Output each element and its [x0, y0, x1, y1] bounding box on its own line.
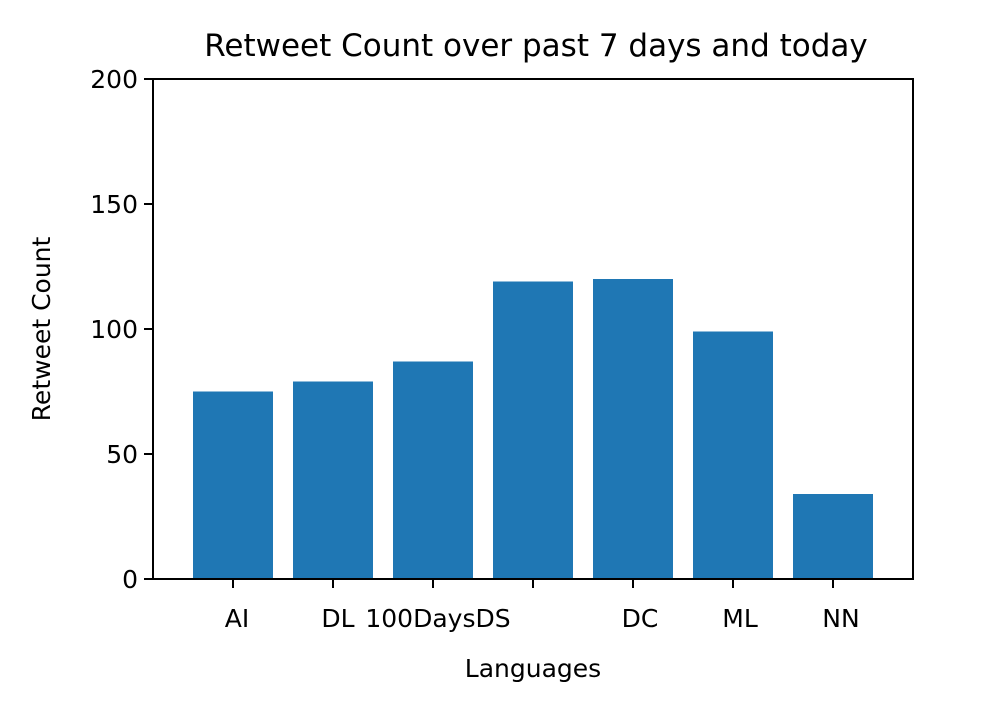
- x-tick-label-2: 100DaysDS: [365, 604, 510, 633]
- x-tick-label-1: DL: [321, 604, 354, 633]
- y-tick-label-1: 50: [106, 440, 138, 469]
- chart-title: Retweet Count over past 7 days and today: [204, 28, 868, 64]
- x-tick-label-4: ML: [722, 604, 758, 633]
- bar-2: [393, 361, 473, 579]
- y-ticks-group: 0 50 100 150 200: [90, 65, 153, 594]
- bars-group: [193, 279, 873, 579]
- bar-3: [493, 281, 573, 579]
- y-tick-label-4: 200: [90, 65, 138, 94]
- bar-6: [793, 494, 873, 579]
- x-axis-label: Languages: [465, 654, 601, 683]
- bar-5: [693, 331, 773, 579]
- bar-4: [593, 279, 673, 579]
- y-axis-label: Retweet Count: [27, 236, 56, 421]
- bar-0: [193, 391, 273, 579]
- bar-1: [293, 381, 373, 579]
- plot-area-frame: [152, 78, 914, 580]
- y-tick-label-0: 0: [122, 565, 138, 594]
- x-ticks-group: AI DL 100DaysDS DC ML NN: [225, 579, 860, 633]
- y-tick-label-3: 150: [90, 190, 138, 219]
- y-tick-label-2: 100: [90, 315, 138, 344]
- x-tick-label-3: DC: [622, 604, 659, 633]
- x-tick-label-0: AI: [225, 604, 249, 633]
- x-tick-label-5: NN: [822, 604, 859, 633]
